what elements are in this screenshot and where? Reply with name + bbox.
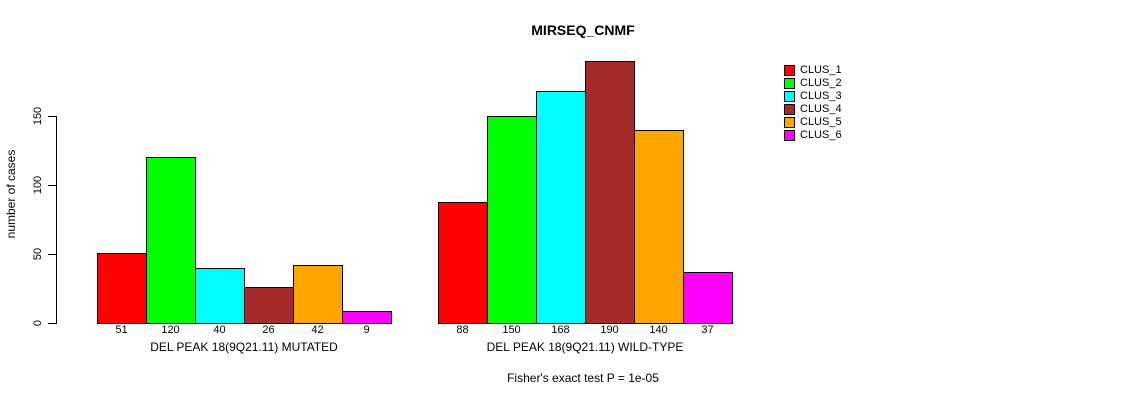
bar-clus_5-group2 bbox=[634, 130, 684, 324]
bar-value-label: 42 bbox=[311, 324, 324, 336]
y-tick bbox=[48, 323, 56, 324]
bar-clus_3-group1 bbox=[195, 268, 245, 324]
y-tick-label: 50 bbox=[32, 247, 44, 261]
y-tick-label: 0 bbox=[32, 319, 44, 327]
legend-item-clus_6: CLUS_6 bbox=[784, 129, 842, 142]
legend-item-clus_2: CLUS_2 bbox=[784, 77, 842, 90]
bar-clus_1-group1 bbox=[97, 253, 147, 324]
legend-item-clus_3: CLUS_3 bbox=[784, 90, 842, 103]
bar-value-label: 150 bbox=[502, 324, 521, 336]
legend-swatch bbox=[784, 117, 795, 128]
bar-clus_6-group2 bbox=[683, 272, 733, 324]
legend-label: CLUS_5 bbox=[800, 116, 842, 128]
bar-clus_5-group1 bbox=[293, 265, 343, 324]
legend-swatch bbox=[784, 78, 795, 89]
legend-label: CLUS_1 bbox=[800, 64, 842, 76]
y-tick bbox=[48, 185, 56, 186]
legend-item-clus_4: CLUS_4 bbox=[784, 103, 842, 116]
y-axis-label: number of cases bbox=[4, 149, 18, 239]
bar-clus_3-group2 bbox=[536, 91, 586, 324]
bar-value-label: 120 bbox=[161, 324, 180, 336]
bar-clus_2-group1 bbox=[146, 157, 196, 324]
bar-value-label: 190 bbox=[600, 324, 619, 336]
legend-swatch bbox=[784, 104, 795, 115]
legend-item-clus_5: CLUS_5 bbox=[784, 116, 842, 129]
bar-value-label: 40 bbox=[213, 324, 226, 336]
bar-value-label: 37 bbox=[701, 324, 714, 336]
bar-clus_4-group1 bbox=[244, 287, 294, 324]
bar-clus_6-group1 bbox=[342, 311, 392, 324]
y-tick bbox=[48, 116, 56, 117]
bar-clus_4-group2 bbox=[585, 61, 635, 324]
bar-clus_1-group2 bbox=[438, 202, 488, 324]
legend-label: CLUS_3 bbox=[800, 90, 842, 102]
group-label-2: DEL PEAK 18(9Q21.11) WILD-TYPE bbox=[486, 340, 684, 354]
bar-value-label: 140 bbox=[649, 324, 668, 336]
pvalue-note: Fisher's exact test P = 1e-05 bbox=[507, 371, 659, 385]
y-tick-label: 150 bbox=[32, 106, 44, 126]
legend-item-clus_1: CLUS_1 bbox=[784, 64, 842, 77]
y-axis-line bbox=[56, 116, 57, 324]
legend-swatch bbox=[784, 130, 795, 141]
legend-swatch bbox=[784, 91, 795, 102]
bar-value-label: 9 bbox=[363, 324, 370, 336]
y-tick bbox=[48, 254, 56, 255]
bar-value-label: 26 bbox=[262, 324, 275, 336]
legend-label: CLUS_2 bbox=[800, 77, 842, 89]
legend-label: CLUS_4 bbox=[800, 103, 842, 115]
y-tick-label: 100 bbox=[32, 175, 44, 195]
chart-title: MIRSEQ_CNMF bbox=[531, 22, 635, 38]
group-label-1: DEL PEAK 18(9Q21.11) MUTATED bbox=[150, 340, 338, 354]
legend-swatch bbox=[784, 65, 795, 76]
bar-value-label: 51 bbox=[115, 324, 128, 336]
bar-value-label: 168 bbox=[551, 324, 570, 336]
bar-value-label: 88 bbox=[456, 324, 469, 336]
legend-label: CLUS_6 bbox=[800, 129, 842, 141]
bar-clus_2-group2 bbox=[487, 116, 537, 324]
